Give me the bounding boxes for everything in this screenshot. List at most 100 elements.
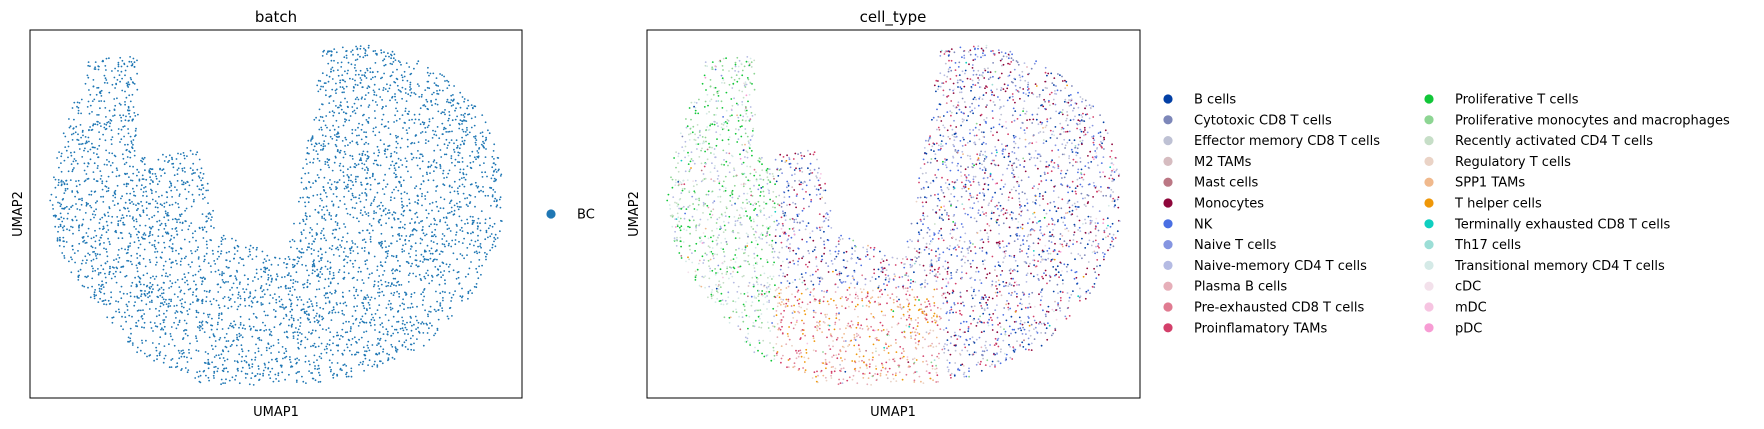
point [227, 281, 230, 283]
point [227, 340, 230, 342]
point [378, 151, 381, 154]
point [278, 296, 281, 298]
point [459, 295, 462, 298]
point [163, 246, 166, 249]
point [225, 259, 228, 261]
point [94, 66, 96, 69]
point [311, 372, 314, 374]
point [411, 118, 413, 121]
point [749, 187, 751, 190]
point [427, 165, 430, 168]
point [357, 53, 359, 56]
point [426, 107, 429, 110]
point [420, 220, 422, 223]
point [985, 301, 988, 304]
point [1056, 283, 1059, 286]
point [178, 319, 181, 322]
point [163, 312, 165, 315]
point [126, 309, 129, 311]
point [469, 201, 472, 203]
point [339, 79, 342, 82]
point [449, 124, 451, 126]
point [443, 184, 446, 187]
point [359, 69, 362, 72]
point [324, 219, 327, 221]
point [70, 133, 73, 136]
point [159, 305, 162, 308]
point [366, 267, 369, 270]
point [170, 300, 173, 303]
point [122, 114, 125, 117]
point [390, 196, 392, 199]
point [437, 273, 440, 276]
point [982, 141, 985, 144]
point [122, 221, 124, 224]
point [829, 348, 832, 350]
point [475, 283, 478, 285]
point [223, 359, 226, 362]
point [156, 202, 159, 205]
point [720, 303, 723, 305]
point [338, 227, 341, 230]
point [410, 91, 413, 94]
point [452, 104, 455, 106]
point [786, 239, 789, 242]
point [151, 342, 154, 344]
point [268, 284, 271, 287]
point [59, 225, 62, 228]
point [68, 260, 70, 263]
point [214, 340, 217, 342]
point [148, 218, 151, 220]
point [239, 323, 242, 326]
point [324, 145, 326, 147]
point [464, 112, 466, 115]
point [262, 372, 264, 375]
point [290, 314, 293, 317]
point [745, 301, 747, 303]
point [410, 293, 413, 296]
point [54, 178, 57, 181]
point [1038, 204, 1041, 207]
point [780, 298, 782, 301]
point [295, 271, 298, 274]
point [356, 107, 358, 110]
point [493, 222, 496, 225]
point [73, 158, 76, 160]
point [251, 372, 254, 374]
point [431, 276, 434, 278]
point [363, 331, 365, 333]
point [769, 225, 771, 228]
point [410, 265, 412, 268]
point [162, 303, 165, 306]
point [448, 117, 450, 120]
point [334, 89, 337, 92]
point [324, 163, 327, 166]
point [416, 202, 419, 204]
point [1097, 132, 1100, 135]
point [313, 118, 316, 121]
point [331, 78, 334, 80]
point [946, 300, 948, 303]
point [122, 265, 125, 268]
point [327, 142, 330, 145]
point [474, 137, 477, 140]
point [444, 245, 446, 248]
point [352, 322, 355, 325]
point [372, 229, 374, 232]
point [1078, 114, 1081, 116]
point [133, 225, 136, 228]
point [353, 109, 356, 112]
point [160, 222, 163, 225]
point [358, 338, 360, 341]
point [342, 302, 345, 305]
point [413, 323, 415, 326]
point [477, 155, 480, 158]
point [373, 363, 376, 366]
point [767, 188, 769, 191]
point [482, 140, 484, 143]
point [142, 309, 144, 311]
point [403, 303, 405, 306]
point [384, 251, 387, 253]
point [1079, 287, 1081, 290]
point [318, 374, 321, 377]
